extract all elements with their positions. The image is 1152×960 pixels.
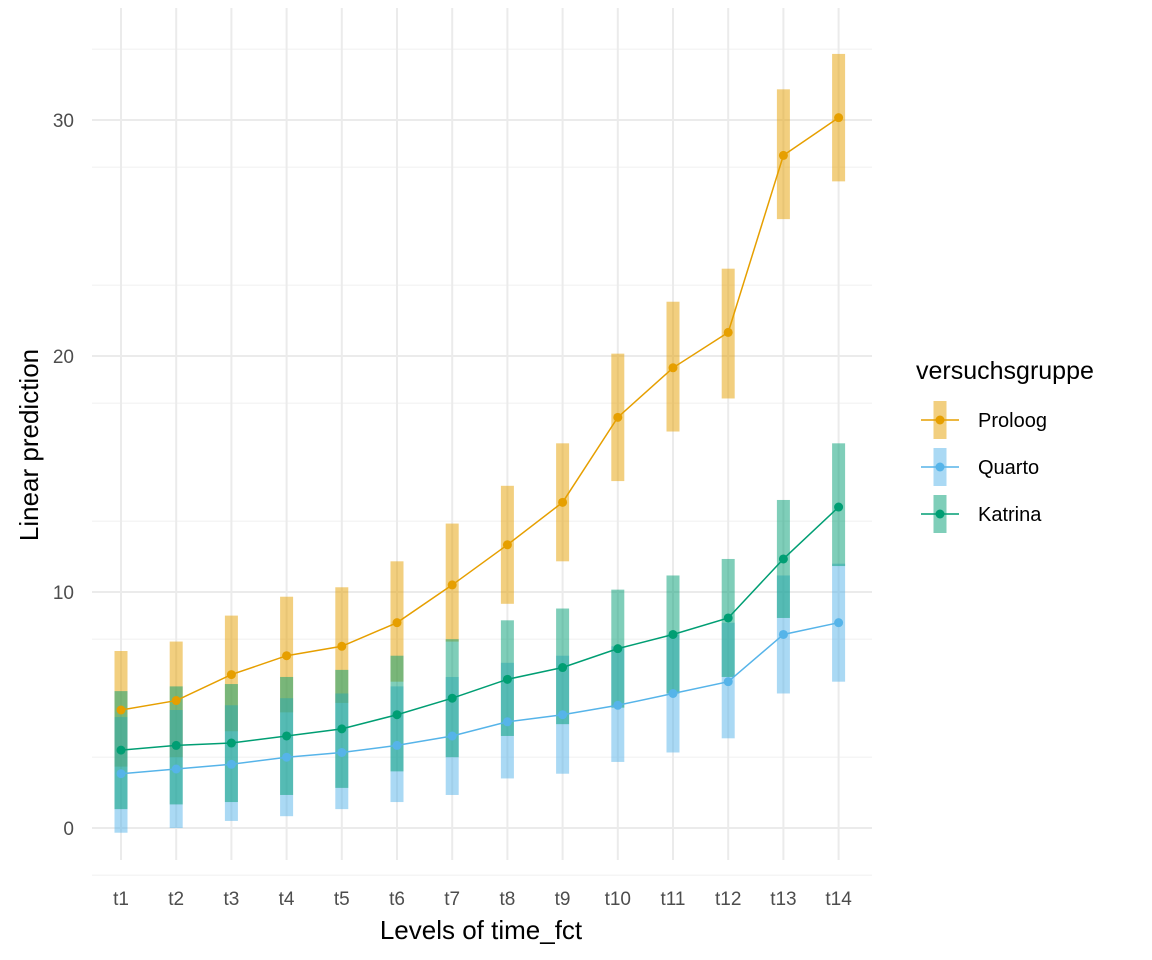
data-point xyxy=(778,629,788,639)
data-point xyxy=(447,580,457,590)
x-tick-label: t1 xyxy=(113,889,129,910)
data-point xyxy=(668,363,678,373)
data-point xyxy=(502,717,512,727)
x-tick-labels: t1 t2 t3 t4 t5 t6 t7 t8 t9 t10 t11 t12 t13 t14 xyxy=(113,889,852,910)
legend-key-point xyxy=(935,509,945,519)
x-tick-label: t7 xyxy=(444,889,460,910)
data-point xyxy=(723,613,733,623)
data-point xyxy=(171,696,181,706)
data-point xyxy=(834,502,844,512)
x-tick-label: t12 xyxy=(715,889,741,910)
legend-label: Proloog xyxy=(978,410,1047,432)
data-point xyxy=(502,674,512,684)
legend-key-point xyxy=(935,415,945,425)
y-tick-label: 30 xyxy=(53,111,74,132)
x-tick-label: t11 xyxy=(660,889,685,910)
data-point xyxy=(392,618,402,628)
series-line xyxy=(120,506,840,751)
data-point xyxy=(337,641,347,651)
data-point xyxy=(834,618,844,628)
legend-label: Quarto xyxy=(978,457,1039,479)
x-tick-label: t6 xyxy=(389,889,405,910)
data-point xyxy=(171,740,181,750)
data-point xyxy=(116,705,126,715)
data-point xyxy=(723,327,733,337)
series-line xyxy=(120,621,839,775)
x-tick-label: t9 xyxy=(555,889,571,910)
data-point xyxy=(668,629,678,639)
data-point xyxy=(778,150,788,160)
y-tick-label: 20 xyxy=(53,347,74,368)
data-point xyxy=(723,677,733,687)
data-point xyxy=(116,745,126,755)
x-tick-label: t5 xyxy=(334,889,350,910)
data-point xyxy=(502,540,512,550)
data-point xyxy=(447,693,457,703)
y-axis-title: Linear prediction xyxy=(14,349,44,541)
legend: versuchsgruppe Proloog Quarto Katrina xyxy=(916,357,1094,533)
data-point xyxy=(226,738,236,748)
grid-major xyxy=(92,8,872,860)
data-point xyxy=(834,113,844,123)
data-point xyxy=(116,769,126,779)
data-point xyxy=(558,710,568,720)
legend-label: Katrina xyxy=(978,504,1042,526)
x-tick-label: t4 xyxy=(279,889,295,910)
grid-minor xyxy=(92,48,872,876)
data-point xyxy=(282,651,292,661)
series-line xyxy=(120,117,840,711)
series-lines xyxy=(120,117,840,775)
data-point xyxy=(392,740,402,750)
data-point xyxy=(558,497,568,507)
data-point xyxy=(282,752,292,762)
data-point xyxy=(226,670,236,680)
data-point xyxy=(337,747,347,757)
data-point xyxy=(226,759,236,769)
x-tick-label: t13 xyxy=(770,889,796,910)
data-point xyxy=(171,764,181,774)
data-point xyxy=(613,644,623,654)
x-tick-label: t14 xyxy=(825,889,852,910)
y-tick-label: 10 xyxy=(53,583,74,604)
data-point xyxy=(613,412,623,422)
x-tick-label: t3 xyxy=(223,889,239,910)
data-point xyxy=(558,663,568,673)
legend-title: versuchsgruppe xyxy=(916,357,1094,385)
data-point xyxy=(613,700,623,710)
data-point xyxy=(778,554,788,564)
data-point xyxy=(668,688,678,698)
y-tick-label: 0 xyxy=(63,819,74,840)
y-tick-labels: 0 10 20 30 xyxy=(53,111,74,840)
legend-items: Proloog Quarto Katrina xyxy=(921,401,1047,533)
x-tick-label: t2 xyxy=(168,889,184,910)
x-tick-label: t10 xyxy=(605,889,631,910)
data-point xyxy=(282,731,292,741)
error-bars xyxy=(114,53,846,833)
x-tick-label: t8 xyxy=(499,889,515,910)
data-point xyxy=(392,710,402,720)
series-points xyxy=(116,113,844,779)
data-point xyxy=(447,731,457,741)
data-point xyxy=(337,724,347,734)
x-axis-title: Levels of time_fct xyxy=(380,915,583,945)
legend-key-point xyxy=(935,462,945,472)
